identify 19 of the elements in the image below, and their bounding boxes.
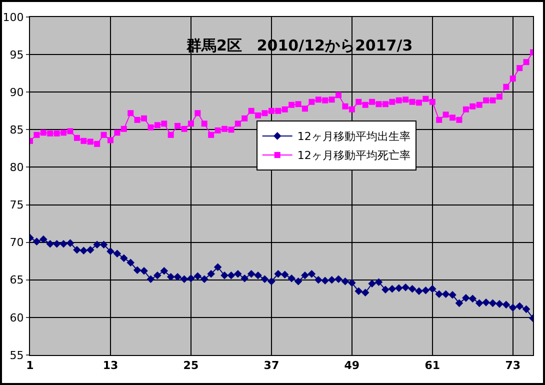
x-tick-label: 25 bbox=[183, 359, 199, 372]
y-tick-label: 90 bbox=[10, 86, 24, 99]
x-tick-label: 61 bbox=[424, 359, 440, 372]
y-tick-label: 55 bbox=[10, 348, 24, 362]
x-tick-label: 37 bbox=[264, 359, 280, 372]
x-tick-label: 1 bbox=[26, 359, 34, 372]
y-tick-label: 80 bbox=[10, 161, 24, 174]
y-tick-label: 100 bbox=[2, 10, 24, 24]
x-tick-label: 49 bbox=[344, 359, 360, 372]
legend-label: 12ヶ月移動平均死亡率 bbox=[297, 149, 410, 162]
legend-label: 12ヶ月移動平均出生率 bbox=[297, 130, 410, 144]
x-tick-label: 13 bbox=[102, 359, 118, 372]
y-tick-label: 65 bbox=[10, 274, 24, 287]
x-tick-label: 73 bbox=[505, 359, 521, 372]
y-tick-label: 85 bbox=[10, 124, 24, 137]
y-tick-label: 75 bbox=[10, 198, 24, 212]
y-tick-label: 70 bbox=[10, 236, 24, 250]
y-tick-label: 60 bbox=[10, 311, 24, 324]
y-tick-label: 95 bbox=[10, 48, 24, 62]
